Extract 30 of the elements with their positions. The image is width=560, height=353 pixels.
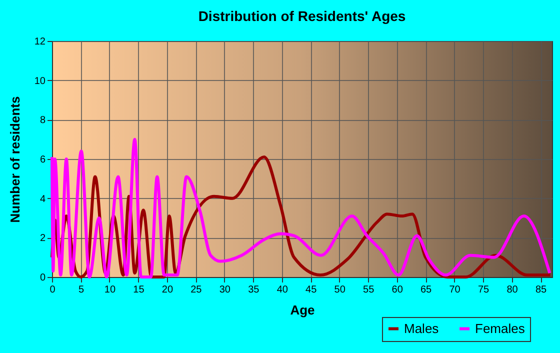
x-tick-label: 70 <box>449 284 461 296</box>
x-tick-label: 65 <box>420 284 432 296</box>
x-tick-label: 10 <box>104 284 116 296</box>
y-tick-label: 8 <box>40 115 46 126</box>
x-tick-label: 15 <box>133 284 145 296</box>
chart-title: Distribution of Residents' Ages <box>198 8 406 24</box>
x-tick-label: 50 <box>334 284 346 296</box>
legend-label: Males <box>404 320 440 336</box>
x-axis-title: Age <box>290 302 315 318</box>
x-tick-label: 80 <box>506 284 518 296</box>
x-tick-label: 55 <box>363 284 375 296</box>
x-tick-label: 45 <box>306 284 318 296</box>
y-tick-label: 2 <box>40 233 46 244</box>
y-tick-label: 0 <box>40 272 46 284</box>
y-tick-label: 10 <box>34 76 46 87</box>
y-axis-title: Number of residents <box>7 96 22 223</box>
legend-label: Females <box>475 320 526 336</box>
x-tick-label: 75 <box>478 284 490 296</box>
x-tick-label: 30 <box>219 284 231 296</box>
x-tick-label: 5 <box>78 284 84 296</box>
y-tick-label: 4 <box>40 194 46 205</box>
y-tick-label: 12 <box>34 36 46 48</box>
y-tick-label: 6 <box>40 154 46 166</box>
x-tick-label: 85 <box>535 284 548 296</box>
x-tick-label: 60 <box>392 284 404 296</box>
x-tick-label: 0 <box>50 284 56 296</box>
x-tick-label: 40 <box>276 284 288 296</box>
x-tick-label: 20 <box>162 284 174 296</box>
x-tick-label: 35 <box>248 284 260 296</box>
x-tick-label: 25 <box>190 284 202 296</box>
